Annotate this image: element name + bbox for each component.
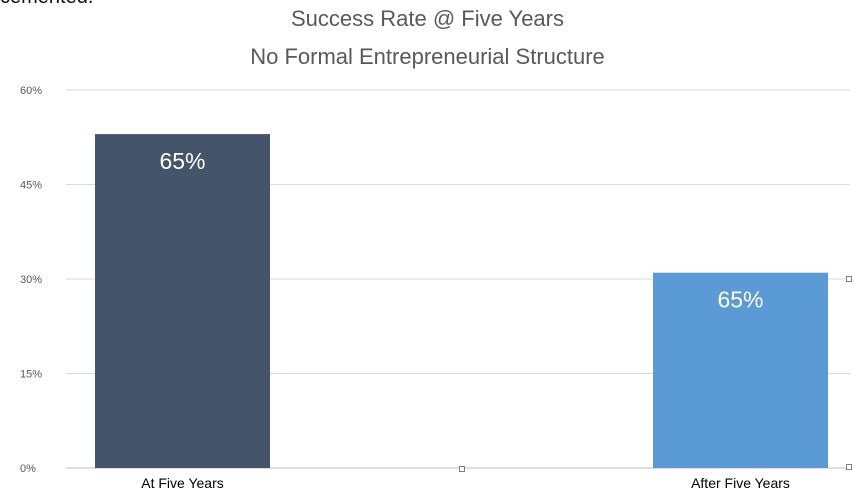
bars: 65% 65% <box>95 134 828 468</box>
selection-handle <box>459 466 465 472</box>
selection-handle <box>846 464 852 470</box>
selection-handle <box>846 276 852 282</box>
chart-subtitle: No Formal Entrepreneurial Structure <box>250 44 605 69</box>
y-tick-label: 0% <box>20 463 36 475</box>
y-tick-label: 15% <box>20 369 42 381</box>
x-axis-ticks: At Five Years After Five Years <box>141 475 790 491</box>
x-tick-label: At Five Years <box>141 475 224 491</box>
y-tick-label: 60% <box>20 85 42 97</box>
bar <box>95 134 270 468</box>
y-axis-ticks: 0% 15% 30% 45% 60% <box>20 85 42 475</box>
chart-title: Success Rate @ Five Years <box>290 6 564 31</box>
data-label: 65% <box>159 148 205 174</box>
page-top-text: cemented. <box>0 0 93 9</box>
selection-handles <box>459 276 852 472</box>
data-label: 65% <box>717 287 763 313</box>
y-tick-label: 45% <box>20 180 42 192</box>
y-tick-label: 30% <box>20 274 42 286</box>
bar <box>653 272 828 468</box>
x-tick-label: After Five Years <box>691 475 790 491</box>
